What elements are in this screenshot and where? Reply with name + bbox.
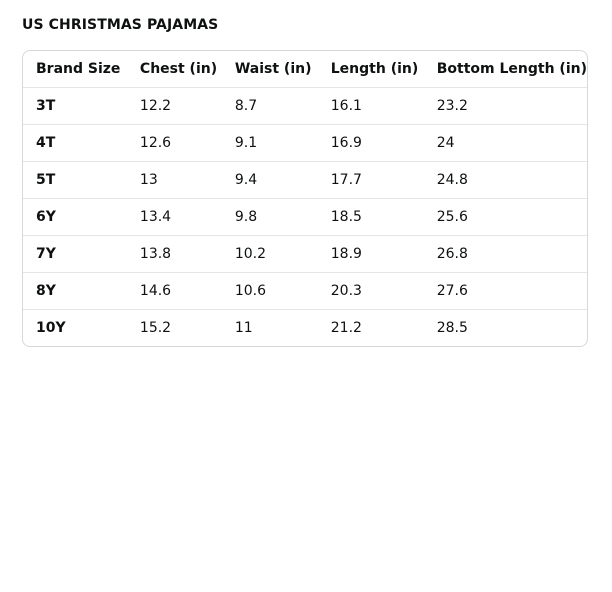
table-cell: 8.7 (234, 87, 331, 125)
table-cell: 13.8 (139, 235, 235, 273)
row-label: 5T (23, 161, 140, 199)
table-cell: 26.8 (436, 235, 587, 273)
column-header: Waist (in) (234, 61, 312, 77)
table-cell: 15.2 (139, 309, 235, 346)
header-row: Brand Size Chest (in) Waist (in) Length (in… (23, 51, 587, 88)
table-cell: 17.7 (330, 161, 437, 199)
table-cell: 27.6 (436, 272, 587, 310)
table-row: 3T 12.2 8.7 16.1 23.2 (23, 87, 587, 125)
table-cell: 24 (436, 124, 587, 162)
row-label: 6Y (23, 198, 140, 236)
table-cell: 11 (234, 309, 331, 346)
row-label: 7Y (23, 235, 140, 273)
table-head: Brand Size Chest (in) Waist (in) Length (in… (23, 51, 587, 88)
table-cell: 24.8 (436, 161, 587, 199)
size-table: Brand Size Chest (in) Waist (in) Length (in… (23, 51, 587, 346)
table-cell: 23.2 (436, 87, 587, 125)
table-cell: 12.2 (139, 87, 235, 125)
title: US CHRISTMAS PAJAMAS (22, 17, 219, 33)
table-cell: 18.9 (330, 235, 437, 273)
column-header: Brand Size (36, 61, 121, 77)
table-cell: 21.2 (330, 309, 437, 346)
row-label: 3T (23, 87, 140, 125)
table-row: 7Y 13.8 10.2 18.9 26.8 (23, 235, 587, 273)
table-body: 3T 12.2 8.7 16.1 23.2 4T 12.6 9.1 16.9 24 5T 13 9.4 1… (23, 87, 587, 346)
table-cell: 10.6 (234, 272, 331, 310)
table-row: 6Y 13.4 9.8 18.5 25.6 (23, 198, 587, 236)
table-cell: 25.6 (436, 198, 587, 236)
table-row: 8Y 14.6 10.6 20.3 27.6 (23, 272, 587, 310)
row-label: 10Y (23, 309, 140, 346)
table-cell: 20.3 (330, 272, 437, 310)
table-cell: 16.9 (330, 124, 437, 162)
row-label: 8Y (23, 272, 140, 310)
row-label: 4T (23, 124, 140, 162)
column-header: Length (in) (330, 61, 419, 77)
table-cell: 10.2 (234, 235, 331, 273)
table-cell: 9.1 (234, 124, 331, 162)
size-table-box: Brand Size Chest (in) Waist (in) Length (in… (22, 50, 588, 347)
column-header: Bottom Length (in) (436, 61, 587, 77)
column-header: Chest (in) (139, 61, 218, 77)
table-cell: 13 (139, 161, 235, 199)
table-cell: 16.1 (330, 87, 437, 125)
table-row: 4T 12.6 9.1 16.9 24 (23, 124, 587, 162)
table-row: 5T 13 9.4 17.7 24.8 (23, 161, 587, 199)
table-cell: 28.5 (436, 309, 587, 346)
table-cell: 13.4 (139, 198, 235, 236)
table-cell: 14.6 (139, 272, 235, 310)
table-row: 10Y 15.2 11 21.2 28.5 (23, 309, 587, 346)
table-cell: 9.4 (234, 161, 331, 199)
table-cell: 12.6 (139, 124, 235, 162)
table-cell: 9.8 (234, 198, 331, 236)
table-cell: 18.5 (330, 198, 437, 236)
